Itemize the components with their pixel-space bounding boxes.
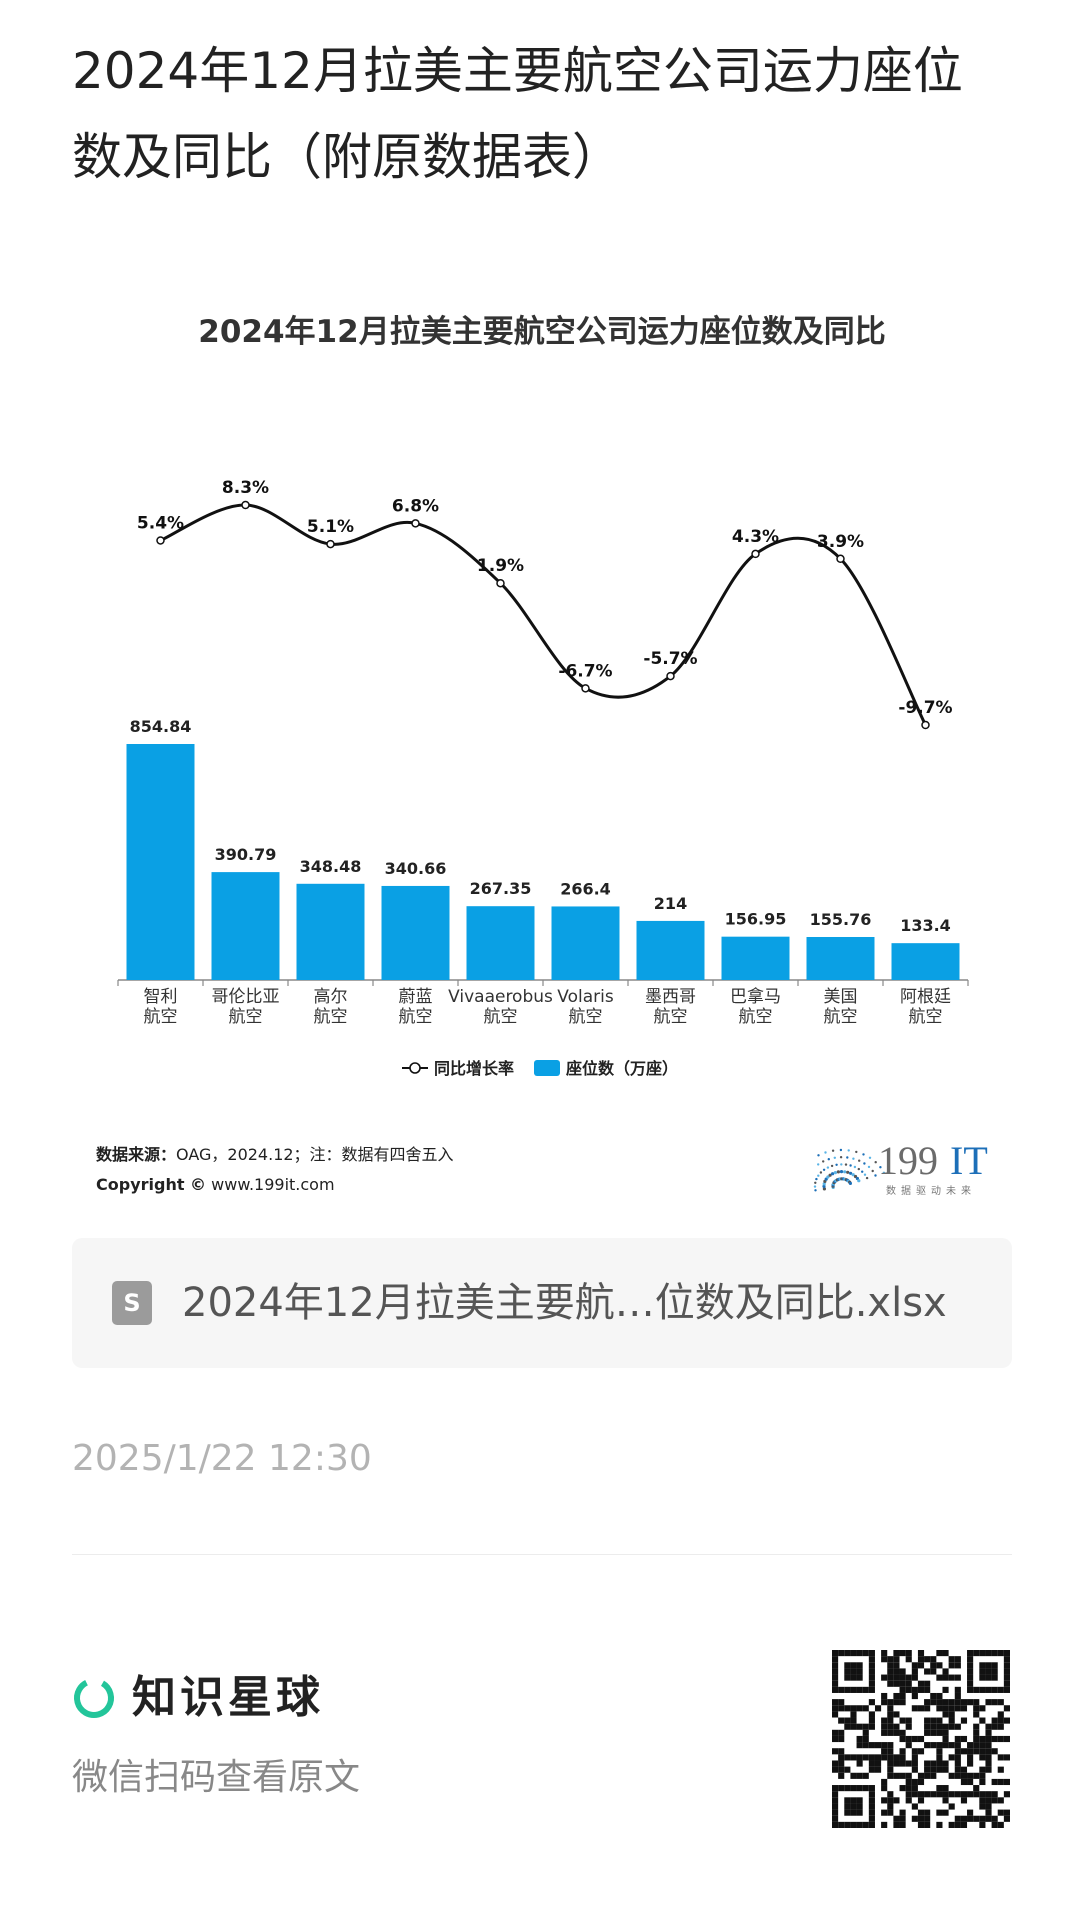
x-tick-label: 航空 <box>654 1007 688 1027</box>
bar-6 <box>636 920 705 980</box>
x-tick-label: 航空 <box>144 1007 178 1027</box>
bar-data-label: 267.35 <box>470 879 532 898</box>
attachment-file-card[interactable]: S 2024年12月拉美主要航…位数及同比.xlsx <box>72 1238 1012 1368</box>
line-point-8 <box>836 554 845 564</box>
line-data-label: 1.9% <box>477 556 524 576</box>
line-data-label: -9.7% <box>898 698 952 718</box>
post-timestamp: 2025/1/22 12:30 <box>72 1438 372 1479</box>
line-point-3 <box>411 519 420 528</box>
bar-data-label: 390.79 <box>215 845 277 864</box>
bar-2 <box>296 883 365 980</box>
source-label: 数据来源： <box>96 1145 177 1164</box>
bar-1 <box>211 872 280 980</box>
bar-data-label: 155.76 <box>810 910 872 929</box>
line-data-label: 3.9% <box>817 532 864 552</box>
copyright-label: Copyright © <box>96 1175 207 1194</box>
x-tick-label: 墨西哥 <box>645 987 696 1007</box>
bar-7 <box>721 936 790 980</box>
bar-data-label: 266.4 <box>560 879 611 898</box>
x-tick-label: 航空 <box>399 1007 433 1027</box>
source-line: 数据来源：OAG，2024.12；注：数据有四舍五入 <box>96 1140 454 1170</box>
line-data-label: 5.4% <box>137 513 184 533</box>
x-tick-label: 航空 <box>484 1007 518 1027</box>
logo-199it: 199 IT 数据驱动未来 <box>812 1136 1012 1200</box>
legend-line-label: 同比增长率 <box>434 1059 514 1078</box>
legend-line-marker <box>409 1062 421 1074</box>
bar-4 <box>466 906 535 980</box>
bar-data-label: 133.4 <box>900 916 951 935</box>
copyright-line: Copyright © www.199it.com <box>96 1170 454 1200</box>
logo-text-accent: IT <box>950 1138 988 1183</box>
x-tick-label: 航空 <box>314 1007 348 1027</box>
x-tick-label: 航空 <box>569 1007 603 1027</box>
x-tick-label: 蔚蓝 <box>399 987 433 1007</box>
line-data-label: 6.8% <box>392 496 439 516</box>
line-point-9 <box>921 720 930 730</box>
x-tick-label: 航空 <box>824 1007 858 1027</box>
source-text: OAG，2024.12；注：数据有四舍五入 <box>176 1145 454 1164</box>
page-title: 2024年12月拉美主要航空公司运力座位数及同比（附原数据表） <box>72 42 963 186</box>
divider <box>72 1554 1012 1555</box>
line-data-label: 5.1% <box>307 517 354 537</box>
bar-3 <box>381 885 450 980</box>
x-tick-label: 美国 <box>824 987 858 1007</box>
line-data-label: -5.7% <box>643 649 697 669</box>
chart-card: 2024年12月拉美主要航空公司运力座位数及同比 854.84 智利 航空 390.79… <box>72 290 1012 1230</box>
line-point-1 <box>241 500 250 510</box>
bar-data-label: 214 <box>654 894 687 913</box>
x-tick-label: 哥伦比亚 <box>212 987 280 1007</box>
bar-data-label: 156.95 <box>725 910 787 929</box>
chart-title: 2024年12月拉美主要航空公司运力座位数及同比 <box>198 314 885 350</box>
line-data-label: 8.3% <box>222 478 269 498</box>
line-point-2 <box>326 539 335 549</box>
bar-0 <box>126 744 195 980</box>
x-tick-label: 航空 <box>229 1007 263 1027</box>
x-tick-label: Volaris <box>557 987 614 1007</box>
x-tick-label: 智利 <box>144 987 178 1007</box>
x-tick-label: 阿根廷 <box>900 987 951 1007</box>
qr-code-icon[interactable] <box>832 1650 1010 1828</box>
bar-8 <box>806 936 875 980</box>
combo-chart: 2024年12月拉美主要航空公司运力座位数及同比854.84智利航空390.79… <box>117 314 969 1078</box>
bar-data-label: 340.66 <box>385 859 447 878</box>
bar-data-label: 854.84 <box>130 717 192 736</box>
bar-data-label: 348.48 <box>300 857 362 876</box>
line-point-5 <box>581 684 590 693</box>
line-data-label: -6.7% <box>558 661 612 681</box>
spreadsheet-file-icon: S <box>112 1281 152 1325</box>
x-tick-label: Vivaaerobus <box>448 987 553 1007</box>
growth-rate-line <box>159 503 927 726</box>
line-point-4 <box>496 578 505 588</box>
line-point-7 <box>751 549 760 559</box>
bar-5 <box>551 906 620 980</box>
x-tick-label: 高尔 <box>314 987 348 1007</box>
line-point-6 <box>666 671 675 681</box>
brand-subtitle: 微信扫码查看原文 <box>72 1757 361 1798</box>
source-block: 数据来源：OAG，2024.12；注：数据有四舍五入 Copyright © w… <box>96 1140 454 1200</box>
copyright-site: www.199it.com <box>211 1175 335 1194</box>
brand-name: 知识星球 <box>132 1672 324 1723</box>
bar-9 <box>891 943 960 980</box>
logo-burst-icon: 199 IT 数据驱动未来 <box>813 1138 988 1197</box>
x-tick-label: 巴拿马 <box>730 986 781 1007</box>
x-tick-label: 航空 <box>739 1007 773 1027</box>
legend-bar-swatch <box>534 1060 560 1076</box>
line-point-0 <box>156 536 165 545</box>
legend-bar-label: 座位数（万座） <box>565 1059 678 1078</box>
logo-slogan: 数据驱动未来 <box>886 1184 976 1197</box>
file-name: 2024年12月拉美主要航…位数及同比.xlsx <box>182 1280 947 1326</box>
zsxq-logo-icon <box>74 1678 114 1718</box>
logo-text-plain: 199 <box>878 1138 938 1183</box>
line-data-label: 4.3% <box>732 527 779 547</box>
x-tick-label: 航空 <box>909 1007 943 1027</box>
